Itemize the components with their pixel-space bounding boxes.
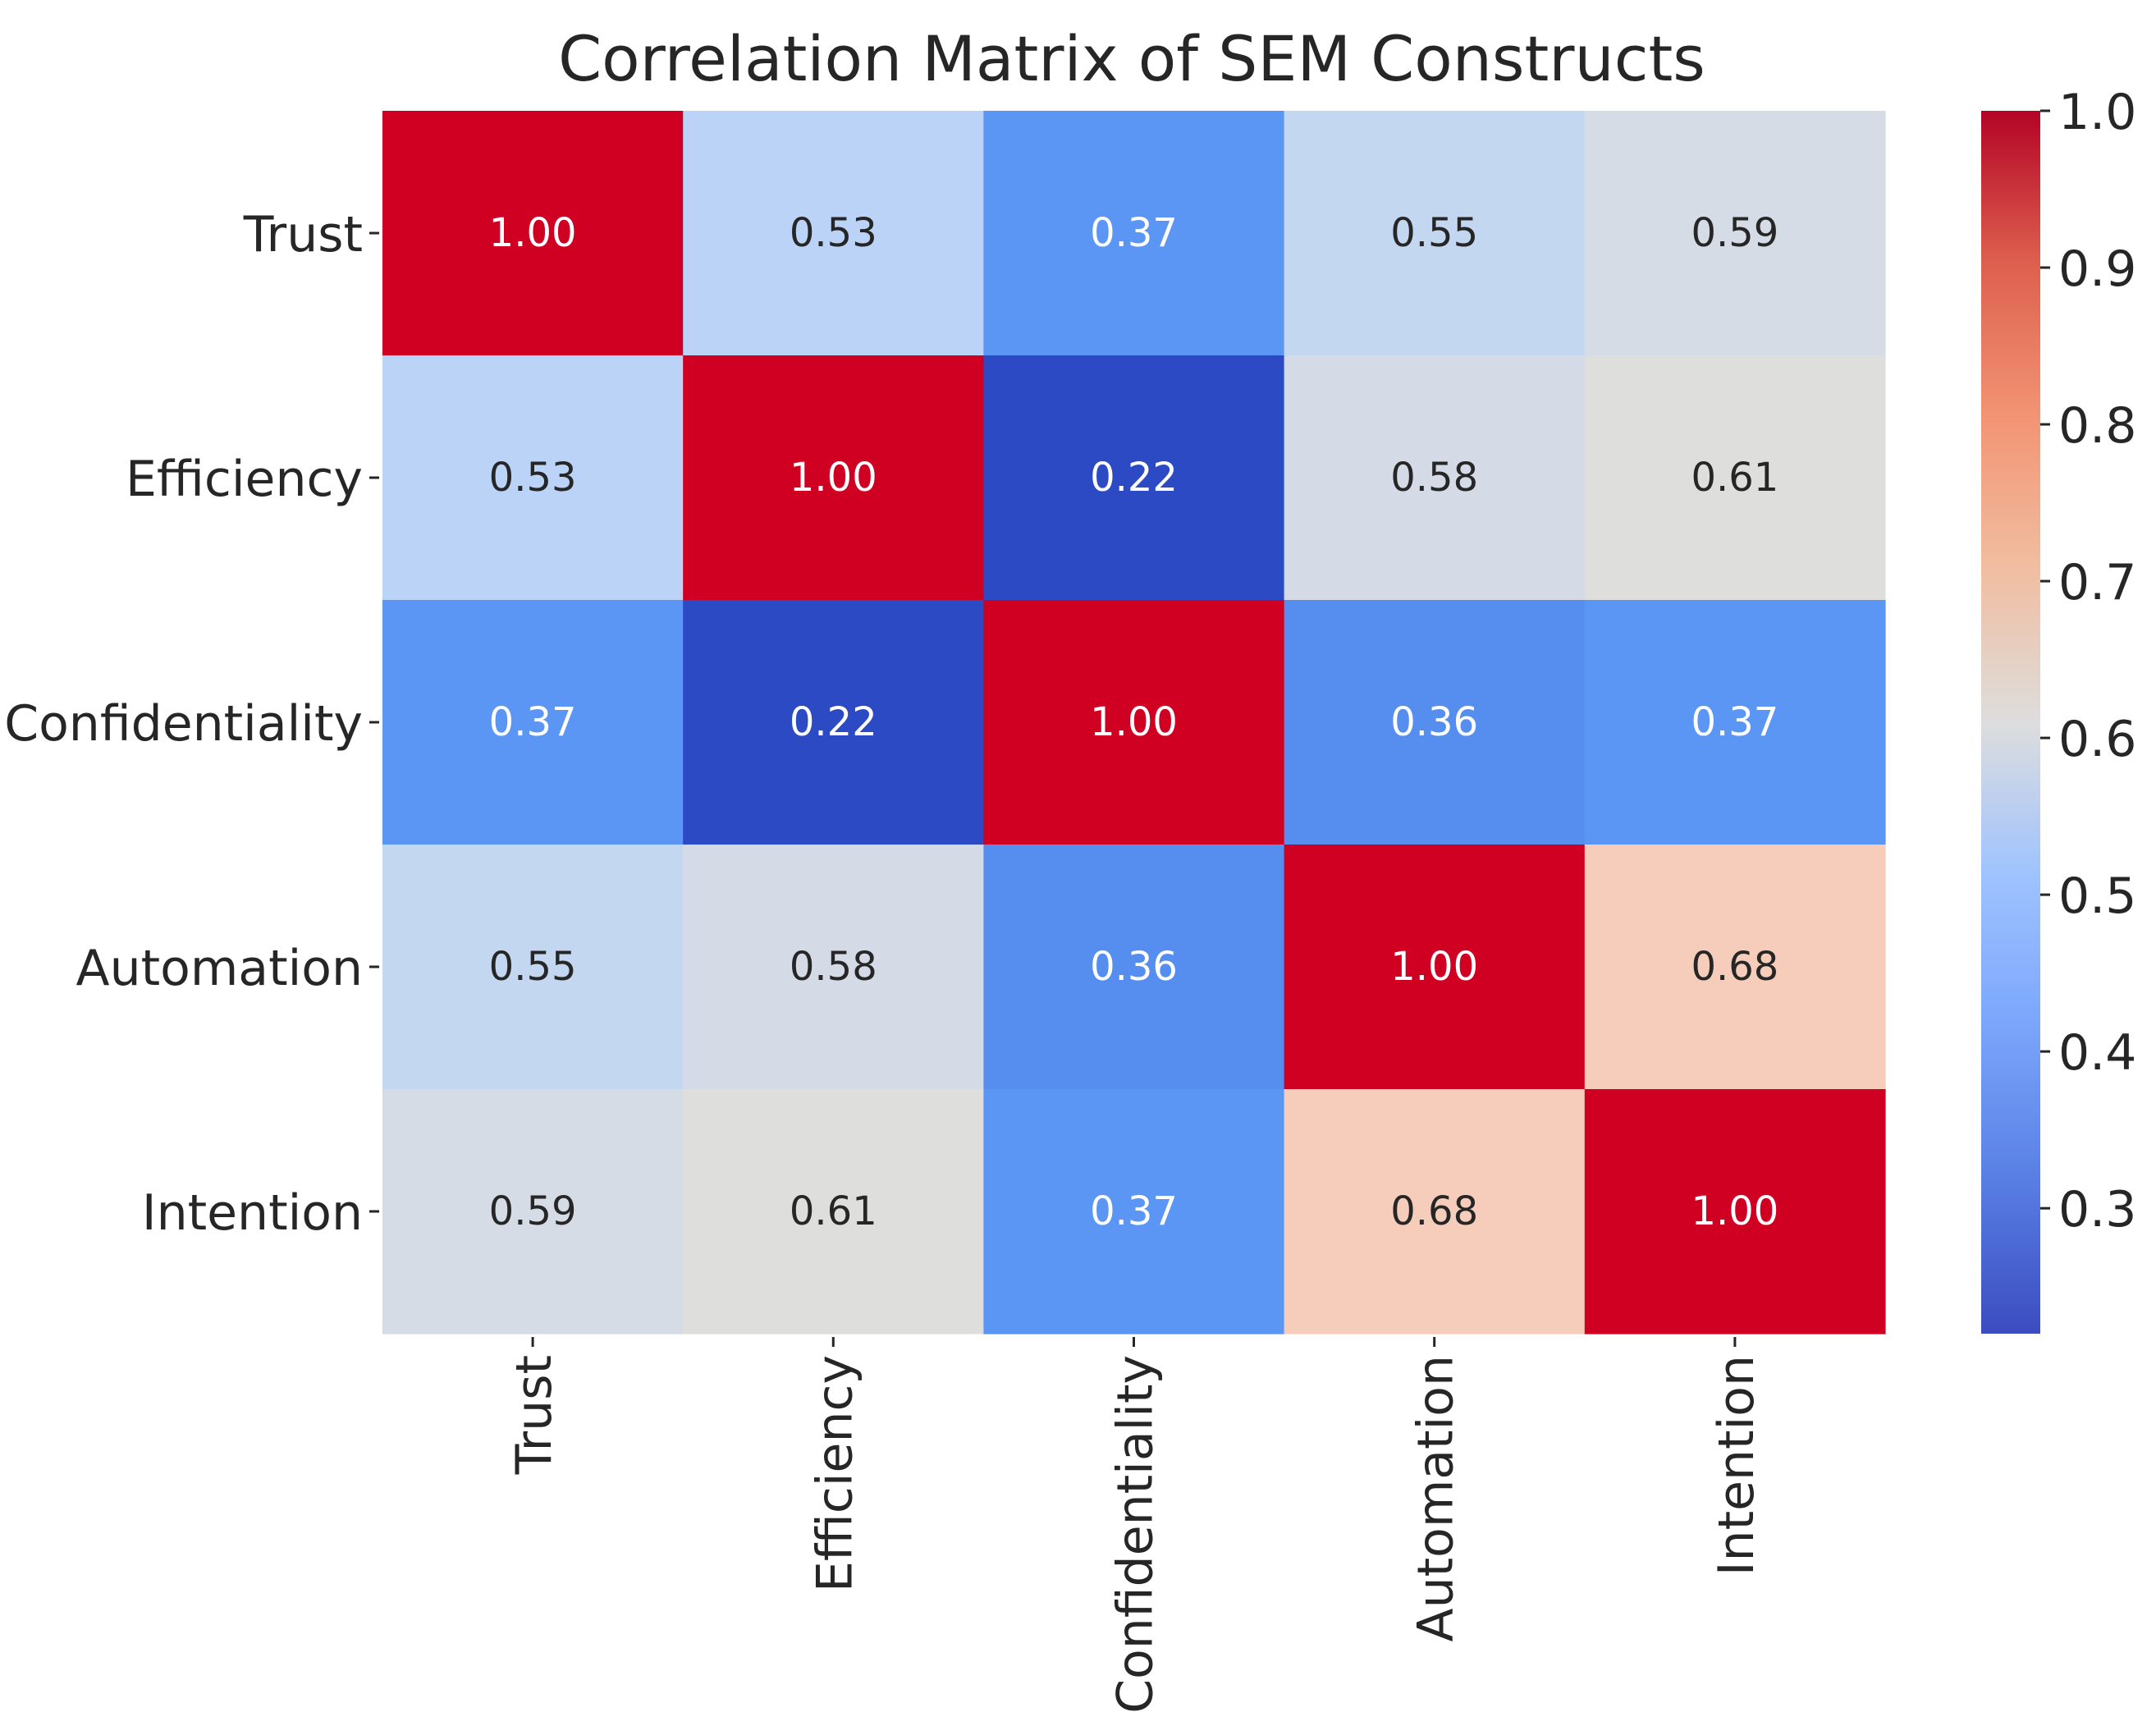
cell-annotation-confidentiality-confidentiality: 1.00 bbox=[1090, 699, 1178, 745]
colorbar-tick-label-0-9: 0.9 bbox=[2058, 240, 2136, 298]
heatmap-cell-efficiency-trust bbox=[382, 355, 684, 601]
heatmap-cell-confidentiality-confidentiality bbox=[983, 600, 1285, 845]
cell-annotation-efficiency-intention: 0.61 bbox=[1691, 455, 1778, 501]
colorbar-tick-label-0-5: 0.5 bbox=[2058, 868, 2136, 925]
heatmap-cells bbox=[382, 111, 1886, 1335]
cell-annotation-trust-trust: 1.00 bbox=[489, 210, 577, 256]
cell-annotation-confidentiality-automation: 0.36 bbox=[1390, 699, 1478, 745]
colorbar-tick-label-0-7: 0.7 bbox=[2058, 554, 2136, 611]
column-label-intention: Intention bbox=[1708, 1355, 1765, 1576]
cell-annotation-automation-confidentiality: 0.36 bbox=[1090, 944, 1178, 990]
heatmap-cell-intention-efficiency bbox=[683, 1089, 984, 1335]
column-label-efficiency: Efficiency bbox=[806, 1355, 863, 1592]
cell-annotation-confidentiality-efficiency: 0.22 bbox=[790, 699, 877, 745]
cell-annotation-trust-confidentiality: 0.37 bbox=[1090, 210, 1178, 256]
colorbar-tick-label-0-6: 0.6 bbox=[2058, 711, 2136, 768]
row-label-trust: Trust bbox=[243, 206, 363, 263]
row-label-efficiency: Efficiency bbox=[126, 451, 363, 508]
colorbar: 0.3 0.4 0.5 0.6 0.7 0.8 0.9 1.0 bbox=[1981, 84, 2136, 1334]
cell-annotation-efficiency-automation: 0.58 bbox=[1390, 455, 1478, 501]
cell-annotation-automation-automation: 1.00 bbox=[1390, 944, 1478, 990]
cell-annotation-automation-efficiency: 0.58 bbox=[790, 944, 877, 990]
heatmap-cell-intention-confidentiality bbox=[983, 1089, 1285, 1335]
colorbar-tick-label-0-8: 0.8 bbox=[2058, 397, 2136, 455]
cell-annotation-efficiency-trust: 0.53 bbox=[489, 455, 577, 501]
column-labels: Trust Efficiency Confidentiality Automation… bbox=[506, 1337, 1765, 1714]
cell-annotation-intention-automation: 0.68 bbox=[1390, 1188, 1478, 1234]
cell-annotation-efficiency-efficiency: 1.00 bbox=[790, 455, 877, 501]
column-label-confidentiality: Confidentiality bbox=[1107, 1355, 1165, 1714]
row-label-confidentiality: Confidentiality bbox=[4, 695, 363, 753]
heatmap-cell-efficiency-efficiency bbox=[683, 355, 984, 601]
cell-annotation-efficiency-confidentiality: 0.22 bbox=[1090, 455, 1178, 501]
heatmap-cell-trust-intention bbox=[1584, 111, 1886, 356]
heatmap-cell-intention-trust bbox=[382, 1089, 684, 1335]
cell-annotation-automation-intention: 0.68 bbox=[1691, 944, 1778, 990]
cell-annotation-automation-trust: 0.55 bbox=[489, 944, 577, 990]
cell-annotation-confidentiality-trust: 0.37 bbox=[489, 699, 577, 745]
colorbar-tick-label-0-3: 0.3 bbox=[2058, 1181, 2136, 1238]
heatmap-cell-trust-confidentiality bbox=[983, 111, 1285, 356]
row-label-automation: Automation bbox=[76, 940, 363, 997]
cell-annotation-intention-trust: 0.59 bbox=[489, 1188, 577, 1234]
heatmap-cell-intention-automation bbox=[1284, 1089, 1586, 1335]
heatmap-cell-trust-trust bbox=[382, 111, 684, 356]
heatmap-cell-intention-intention bbox=[1584, 1089, 1886, 1335]
heatmap-cell-confidentiality-intention bbox=[1584, 600, 1886, 845]
cell-annotation-intention-efficiency: 0.61 bbox=[790, 1188, 877, 1234]
heatmap-cell-efficiency-intention bbox=[1584, 355, 1886, 601]
heatmap-cell-automation-automation bbox=[1284, 845, 1586, 1090]
heatmap-cell-confidentiality-automation bbox=[1284, 600, 1586, 845]
cell-annotation-trust-efficiency: 0.53 bbox=[790, 210, 877, 256]
heatmap-annotations: 1.00 0.53 0.37 0.55 0.59 0.53 1.00 0.22 0.58 0.61… bbox=[489, 210, 1779, 1234]
colorbar-tick-label-1-0: 1.0 bbox=[2058, 84, 2136, 141]
column-label-automation: Automation bbox=[1408, 1355, 1465, 1641]
heatmap-cell-efficiency-automation bbox=[1284, 355, 1586, 601]
chart-title: Correlation Matrix of SEM Constructs bbox=[558, 22, 1705, 95]
heatmap-cell-efficiency-confidentiality bbox=[983, 355, 1285, 601]
heatmap-cell-automation-intention bbox=[1584, 845, 1886, 1090]
heatmap-cell-trust-automation bbox=[1284, 111, 1586, 356]
heatmap-cell-automation-trust bbox=[382, 845, 684, 1090]
row-label-intention: Intention bbox=[142, 1184, 363, 1242]
cell-annotation-intention-intention: 1.00 bbox=[1691, 1188, 1778, 1234]
row-labels: Trust Efficiency Confidentiality Automation… bbox=[4, 206, 379, 1242]
colorbar-tick-label-0-4: 0.4 bbox=[2058, 1024, 2136, 1082]
cell-annotation-trust-automation: 0.55 bbox=[1390, 210, 1478, 256]
heatmap-cell-trust-efficiency bbox=[683, 111, 984, 356]
colorbar-gradient bbox=[1981, 111, 2040, 1334]
column-label-trust: Trust bbox=[506, 1355, 563, 1475]
cell-annotation-intention-confidentiality: 0.37 bbox=[1090, 1188, 1178, 1234]
heatmap-cell-confidentiality-efficiency bbox=[683, 600, 984, 845]
cell-annotation-confidentiality-intention: 0.37 bbox=[1691, 699, 1778, 745]
heatmap-cell-confidentiality-trust bbox=[382, 600, 684, 845]
heatmap-cell-automation-efficiency bbox=[683, 845, 984, 1090]
cell-annotation-trust-intention: 0.59 bbox=[1691, 210, 1778, 256]
heatmap-cell-automation-confidentiality bbox=[983, 845, 1285, 1090]
